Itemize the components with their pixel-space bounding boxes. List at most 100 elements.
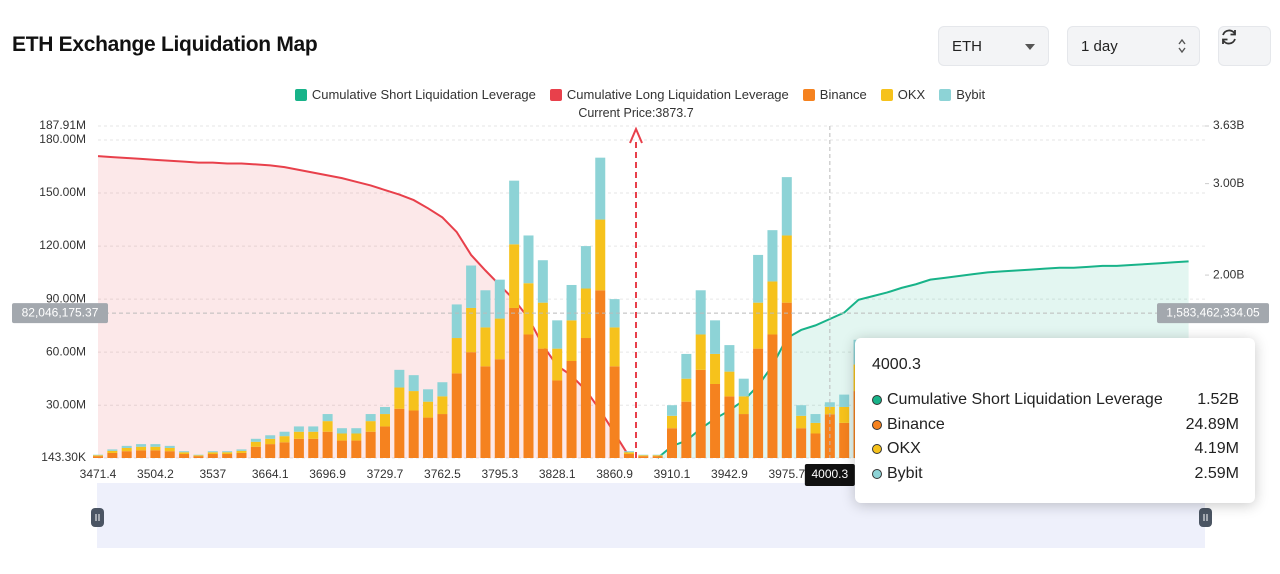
bar-segment xyxy=(164,447,175,452)
y-tick-label: 150.00M xyxy=(39,185,86,199)
legend-item[interactable]: Cumulative Long Liquidation Leverage xyxy=(549,87,789,102)
legend-swatch xyxy=(294,88,307,101)
interval-select[interactable]: 1 day xyxy=(1067,26,1200,66)
bar-segment xyxy=(93,454,103,456)
legend-label: OKX xyxy=(897,87,926,102)
refresh-button[interactable] xyxy=(1218,26,1271,66)
bar-segment xyxy=(236,452,247,458)
bar-segment xyxy=(265,435,276,439)
bar-segment xyxy=(380,414,390,427)
bar-segment xyxy=(667,428,677,458)
bar-segment xyxy=(394,408,405,458)
bar-segment xyxy=(824,406,835,415)
tooltip-row: Binance 24.89M xyxy=(872,413,1239,438)
crosshair-y-box xyxy=(12,303,108,324)
bar-segment xyxy=(136,450,147,458)
bar-segment xyxy=(638,456,649,458)
bar-segment xyxy=(494,279,505,319)
bar-segment xyxy=(193,454,204,456)
bar-segment xyxy=(222,451,233,453)
legend-item[interactable]: OKX xyxy=(880,87,926,102)
bar-segment xyxy=(480,290,491,328)
bar-segment xyxy=(509,307,520,458)
legend: Cumulative Short Liquidation Leverage Cum… xyxy=(0,87,1280,102)
caret xyxy=(1025,44,1035,50)
bar-segment xyxy=(580,338,591,458)
tooltip-name: Cumulative Short Liquidation Leverage xyxy=(887,391,1163,409)
bar-segment xyxy=(839,394,850,407)
bar-segment xyxy=(93,456,103,458)
bar-segment xyxy=(537,348,548,458)
y2-tick-label: 3.00B xyxy=(1213,176,1244,190)
interval-value: 1 day xyxy=(1081,37,1118,55)
x-tick-label: 3504.2 xyxy=(137,467,174,481)
bar-segment xyxy=(236,450,247,453)
x-tick-label: 3860.9 xyxy=(596,467,633,481)
bar-segment xyxy=(753,302,764,349)
x-tick-label: 3975.7 xyxy=(768,467,805,481)
bar-segment xyxy=(480,366,491,458)
bar-segment xyxy=(494,318,505,360)
bar-segment xyxy=(753,348,764,458)
tooltip-value: 2.59M xyxy=(1194,464,1239,482)
bar-segment xyxy=(150,450,161,458)
bar-segment xyxy=(466,307,477,353)
bar-segment xyxy=(351,440,362,458)
bar-segment xyxy=(738,396,749,415)
bar-segment xyxy=(121,451,132,458)
bar-segment xyxy=(839,422,850,458)
crosshair-y2-label: 1,583,462,334.05 xyxy=(1166,305,1260,319)
bar-segment xyxy=(839,406,850,423)
bar-segment xyxy=(638,455,649,457)
bar-segment xyxy=(365,421,376,432)
bar-segment xyxy=(796,428,807,458)
legend-swatch xyxy=(802,88,815,101)
bar-segment xyxy=(724,371,735,397)
bar-segment xyxy=(279,431,290,437)
legend-item[interactable]: Cumulative Short Liquidation Leverage xyxy=(294,87,536,102)
tooltip-value: 1.52B xyxy=(1197,391,1239,409)
bar-segment xyxy=(336,440,347,458)
bar-segment xyxy=(781,235,792,303)
bar-segment xyxy=(695,334,706,370)
bar-segment xyxy=(179,454,190,458)
bar-segment xyxy=(480,327,491,367)
legend-item[interactable]: Bybit xyxy=(939,87,985,102)
bar-segment xyxy=(767,230,778,282)
tooltip-row: Bybit 2.59M xyxy=(872,462,1239,487)
current-price-arrowhead xyxy=(629,126,643,144)
bar-segment xyxy=(623,454,634,458)
legend-label: Cumulative Short Liquidation Leverage xyxy=(311,87,536,102)
asset-select[interactable]: ETH xyxy=(938,26,1049,66)
bar-segment xyxy=(236,449,247,451)
bar-segment xyxy=(595,157,606,220)
zoom-handle-left[interactable] xyxy=(91,508,104,527)
bar-segment xyxy=(164,451,175,458)
bar-segment xyxy=(308,426,319,432)
bar-segment xyxy=(552,348,563,381)
bar-segment xyxy=(193,455,204,457)
y2-tick-label: 3.63B xyxy=(1213,118,1244,132)
legend-item[interactable]: Binance xyxy=(802,87,867,102)
bar-segment xyxy=(667,405,677,416)
bar-segment xyxy=(293,431,304,439)
y2-tick-label: 2.00B xyxy=(1213,267,1244,281)
bar-segment xyxy=(250,438,261,442)
crosshair-y-label: 82,046,175.37 xyxy=(22,305,99,319)
bar-segment xyxy=(824,402,835,407)
bar-segment xyxy=(437,396,448,415)
bar-segment xyxy=(365,414,376,422)
y-tick-label: 60.00M xyxy=(46,344,86,358)
bar-segment xyxy=(796,405,807,416)
bar-segment xyxy=(351,433,362,441)
bar-segment xyxy=(710,383,721,458)
legend-swatch xyxy=(939,88,952,101)
bar-segment xyxy=(695,369,706,458)
bar-segment xyxy=(781,177,792,236)
bar-segment xyxy=(710,320,721,354)
tooltip-dot xyxy=(872,468,882,479)
bar-segment xyxy=(466,265,477,308)
zoom-handle-right[interactable] xyxy=(1199,508,1212,527)
bar-segment xyxy=(322,421,333,432)
